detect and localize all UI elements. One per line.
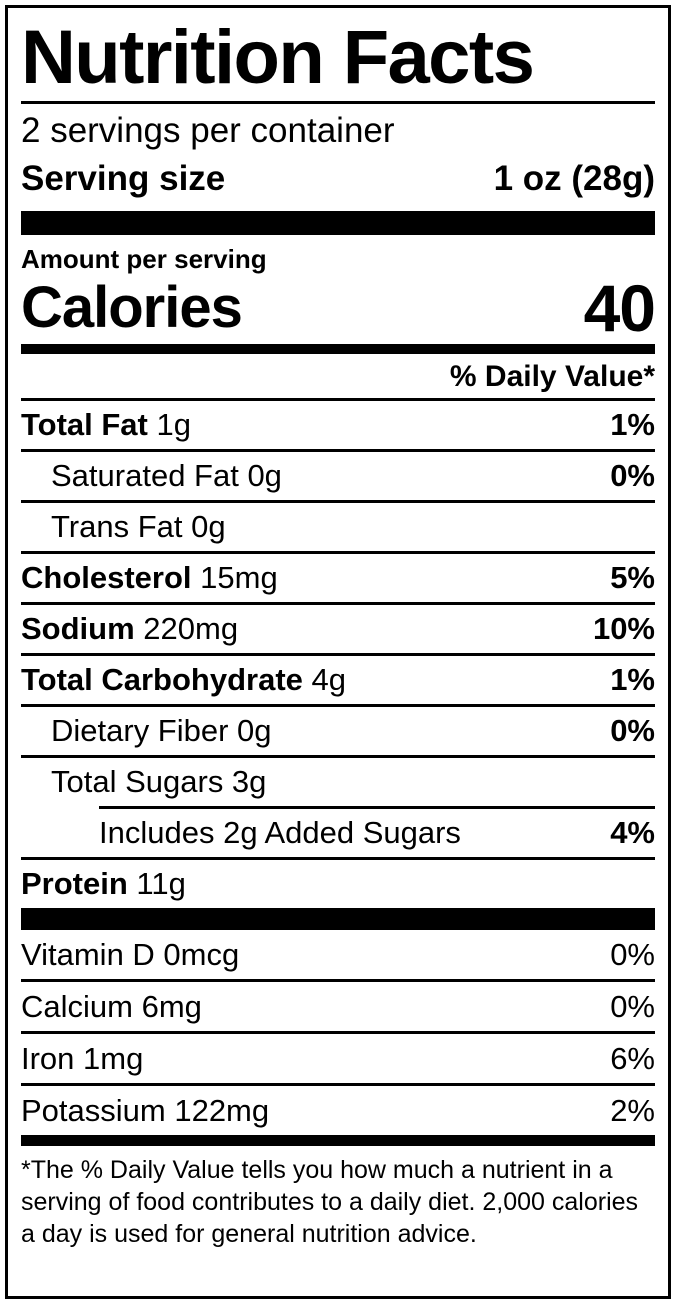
calories-value: 40 [583, 271, 656, 345]
sodium-label: Sodium [21, 611, 135, 646]
nutrient-name: Sodium 220mg [21, 605, 238, 653]
nutrient-name: Total Fat 1g [21, 401, 191, 449]
table-row-cholesterol: Cholesterol 15mg 5% [21, 554, 655, 602]
calories-row: Calories 40 [21, 271, 656, 345]
divider-row [21, 500, 655, 503]
cholesterol-amount: 15mg [200, 560, 278, 595]
table-row-trans-fat: Trans Fat 0g [21, 503, 655, 551]
saturated-fat-label: Saturated Fat 0g [51, 458, 282, 493]
dietary-fiber-label: Dietary Fiber 0g [51, 713, 272, 748]
table-row-vitamin-d: Vitamin D 0mcg 0% [21, 930, 655, 979]
table-row-saturated-fat: Saturated Fat 0g 0% [21, 452, 655, 500]
divider-row [21, 551, 655, 554]
nutrient-name: Cholesterol 15mg [21, 554, 278, 602]
vitamin-d-dv: 0% [610, 937, 655, 972]
servings-per-container: 2 servings per container [21, 111, 395, 150]
table-row-dietary-fiber: Dietary Fiber 0g 0% [21, 707, 655, 755]
table-row-total-sugars: Total Sugars 3g [21, 758, 655, 806]
vitamin-d-label: Vitamin D 0mcg [21, 937, 240, 972]
divider-row [21, 979, 655, 982]
divider-footnote [21, 1135, 655, 1146]
added-sugars-dv: 4% [610, 815, 655, 850]
divider-row-indented [99, 806, 655, 809]
label-panel: Nutrition Facts 2 servings per container… [5, 5, 671, 1299]
divider-title [21, 101, 655, 104]
table-row-iron: Iron 1mg 6% [21, 1034, 655, 1083]
iron-label: Iron 1mg [21, 1041, 144, 1076]
calcium-label: Calcium 6mg [21, 989, 202, 1024]
serving-size-value: 1 oz (28g) [493, 159, 655, 198]
table-row-total-carbohydrate: Total Carbohydrate 4g 1% [21, 656, 655, 704]
total-fat-amount: 1g [156, 407, 191, 442]
divider-protein-thick [21, 908, 655, 930]
total-carbohydrate-label: Total Carbohydrate [21, 662, 303, 697]
divider-row [21, 653, 655, 656]
serving-size-row: Serving size 1 oz (28g) [21, 155, 655, 211]
table-row-total-fat: Total Fat 1g 1% [21, 401, 655, 449]
daily-value-header: % Daily Value* [449, 360, 655, 393]
divider-row [21, 602, 655, 605]
amount-per-serving-label: Amount per serving [21, 244, 267, 274]
dietary-fiber-dv: 0% [610, 713, 655, 748]
divider-dv-header [21, 398, 655, 401]
potassium-label: Potassium 122mg [21, 1093, 270, 1128]
total-fat-dv: 1% [610, 407, 655, 442]
cholesterol-dv: 5% [610, 560, 655, 595]
saturated-fat-dv: 0% [610, 458, 655, 493]
nutrient-name: Protein 11g [21, 860, 186, 908]
sodium-dv: 10% [592, 611, 655, 646]
calories-label: Calories [21, 275, 243, 340]
protein-label: Protein [21, 866, 128, 901]
added-sugars-label: Includes 2g Added Sugars [99, 815, 461, 850]
protein-amount: 11g [136, 866, 186, 901]
table-row-added-sugars: Includes 2g Added Sugars 4% [21, 809, 655, 857]
divider-row [21, 755, 655, 758]
potassium-dv: 2% [610, 1093, 655, 1128]
table-row-sodium: Sodium 220mg 10% [21, 605, 655, 653]
total-carbohydrate-amount: 4g [311, 662, 347, 697]
calcium-dv: 0% [610, 989, 655, 1024]
divider-row [21, 857, 655, 860]
divider-row [21, 1083, 655, 1086]
sodium-amount: 220mg [143, 611, 239, 646]
iron-dv: 6% [610, 1041, 655, 1076]
divider-row [21, 704, 655, 707]
cholesterol-label: Cholesterol [21, 560, 192, 595]
trans-fat-label: Trans Fat 0g [51, 509, 226, 544]
daily-value-footnote: *The % Daily Value tells you how much a … [21, 1156, 639, 1248]
divider-row [21, 449, 655, 452]
total-carbohydrate-dv: 1% [610, 662, 655, 697]
divider-servings-thick [21, 211, 655, 235]
table-row-potassium: Potassium 122mg 2% [21, 1086, 655, 1135]
page-title: Nutrition Facts [21, 15, 535, 100]
table-row-protein: Protein 11g [21, 860, 655, 908]
divider-row [21, 1031, 655, 1034]
total-sugars-label: Total Sugars 3g [51, 764, 267, 799]
nutrient-name: Total Carbohydrate 4g [21, 656, 346, 704]
table-row-calcium: Calcium 6mg 0% [21, 982, 655, 1031]
total-fat-label: Total Fat [21, 407, 148, 442]
divider-calories [21, 344, 655, 354]
serving-size-label: Serving size [21, 159, 226, 198]
